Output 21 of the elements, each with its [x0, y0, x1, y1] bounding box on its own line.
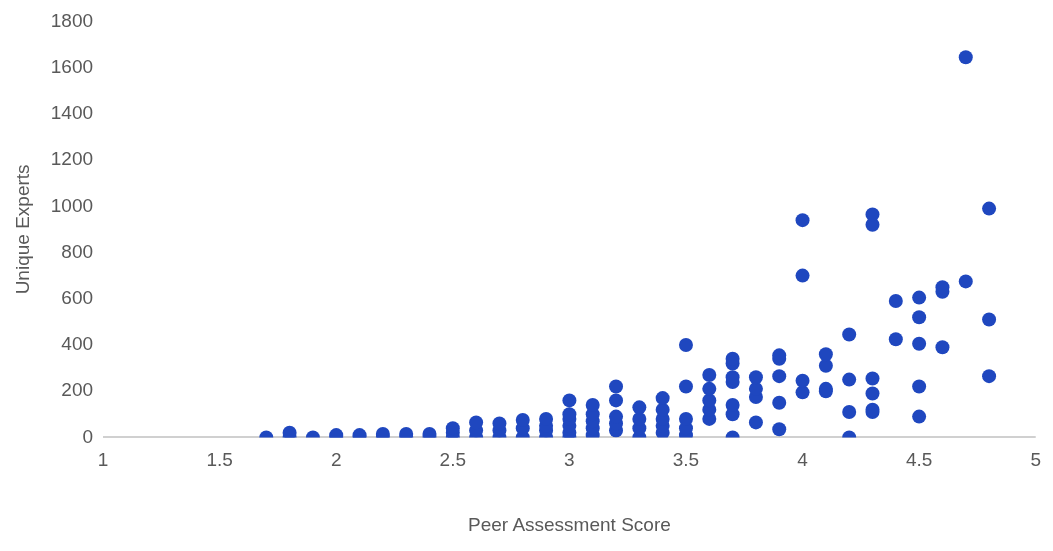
y-tick-label: 1600	[50, 55, 94, 77]
x-tick-label: 1	[97, 449, 109, 471]
x-tick-label: 4	[797, 449, 809, 471]
x-tick-label: 5	[1030, 449, 1042, 471]
x-tick-label: 3.5	[672, 449, 700, 471]
x-tick-label: 3	[564, 449, 575, 471]
x-tick-label: 1.5	[206, 449, 233, 471]
y-tick-label: 200	[61, 379, 94, 401]
y-tick-label: 600	[61, 286, 94, 308]
x-tick-label: 4.5	[905, 449, 933, 471]
x-tick-label: 2	[330, 449, 342, 471]
x-tick-label: 2.5	[439, 449, 467, 471]
x-axis-title: Peer Assessment Score	[468, 513, 671, 535]
y-tick-label: 1800	[50, 9, 94, 31]
y-tick-label: 1000	[50, 194, 94, 216]
y-tick-label: 0	[82, 425, 94, 447]
y-tick-label: 1200	[50, 148, 94, 170]
y-axis-title: Unique Experts	[11, 164, 33, 295]
y-tick-label: 800	[61, 240, 94, 262]
y-tick-label: 400	[61, 333, 94, 355]
y-tick-label: 1400	[50, 102, 94, 124]
